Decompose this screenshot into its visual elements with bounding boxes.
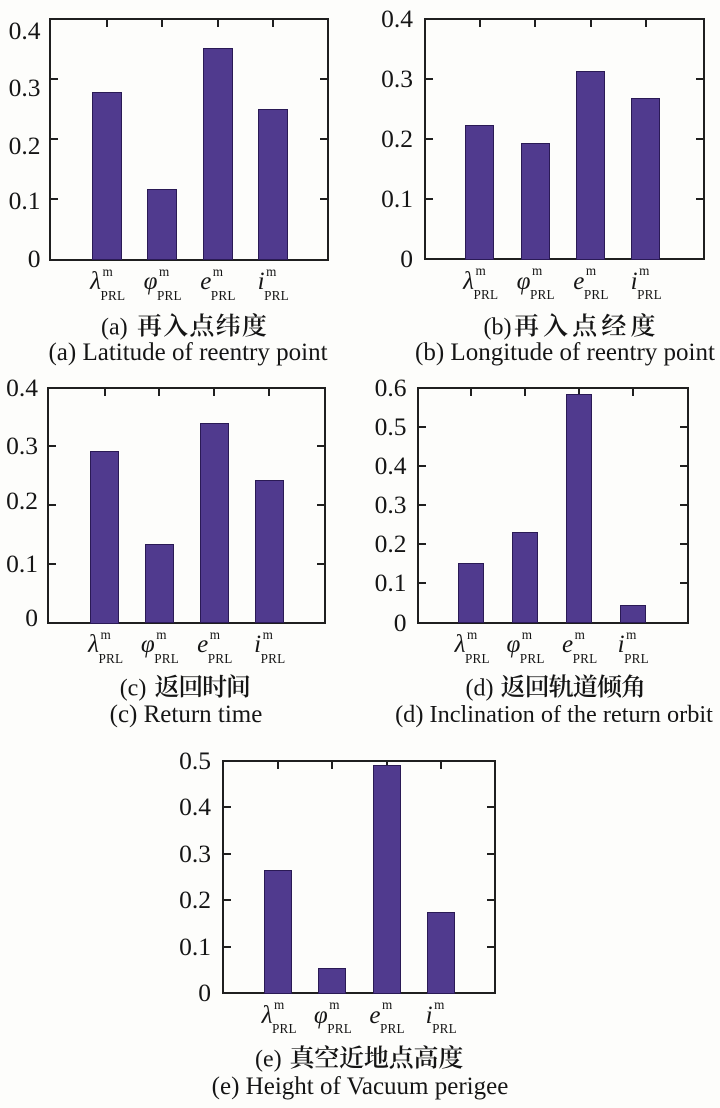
svg-text:(a): (a) [101, 315, 128, 341]
svg-text:(b): (b) [484, 315, 512, 341]
svg-text:(c): (c) [120, 676, 147, 702]
svg-text:(e): (e) [255, 1047, 282, 1073]
svg-text:(d): (d) [466, 676, 494, 702]
